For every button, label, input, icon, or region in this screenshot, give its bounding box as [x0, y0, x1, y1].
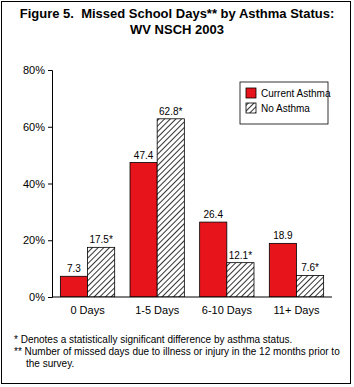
data-label: 7.3: [67, 263, 81, 274]
data-label: 12.1*: [229, 250, 252, 261]
data-label: 47.4: [134, 150, 154, 161]
footnote: * Denotes a statistically significant di…: [14, 334, 344, 346]
bar: [269, 243, 296, 297]
y-tick-label: 20%: [23, 234, 45, 246]
y-tick-mark: [48, 184, 52, 185]
x-axis-line: [52, 297, 332, 298]
legend-swatch: [246, 88, 256, 98]
x-tick-label: 6-10 Days: [202, 304, 253, 316]
legend-swatch: [246, 103, 256, 113]
y-tick: 40%: [23, 178, 52, 190]
y-tick-label: 60%: [23, 121, 45, 133]
y-tick: 60%: [23, 121, 52, 133]
y-tick-mark: [48, 127, 52, 128]
y-axis: 0% 20% 40% 60% 80%: [23, 64, 53, 303]
legend-label: No Asthma: [261, 103, 310, 114]
chart: 7.3 47.4 26.4 18.9 17.5* 62.8* 12.1* 7.6* 0% 20% 4…: [0, 0, 354, 387]
x-tick-label: 1-5 Days: [135, 304, 180, 316]
y-tick-mark: [48, 297, 52, 298]
data-labels: 7.3 47.4 26.4 18.9 17.5* 62.8* 12.1* 7.6*: [67, 106, 319, 274]
x-tick: 1-5 Days: [135, 297, 180, 316]
bar: [296, 275, 323, 297]
y-tick-label: 40%: [23, 178, 45, 190]
data-label: 62.8*: [159, 106, 182, 117]
bar: [60, 276, 87, 297]
bars: [60, 119, 323, 297]
bar: [157, 119, 184, 297]
data-label: 26.4: [204, 209, 224, 220]
y-tick: 80%: [23, 64, 52, 76]
y-tick-mark: [48, 70, 52, 71]
x-tick-label: 0 Days: [70, 304, 105, 316]
data-label: 7.6*: [301, 262, 319, 273]
y-axis-line: [48, 71, 53, 298]
bar: [130, 163, 157, 297]
legend: Current Asthma No Asthma: [240, 82, 331, 124]
bar: [227, 263, 254, 297]
y-tick: 0%: [29, 291, 52, 303]
data-label: 18.9: [273, 230, 293, 241]
x-tick: 6-10 Days: [202, 297, 253, 316]
x-axis: 0 Days 1-5 Days 6-10 Days 11+ Days: [52, 297, 332, 316]
y-tick-label: 80%: [23, 64, 45, 76]
legend-label: Current Asthma: [261, 88, 331, 99]
y-tick: 20%: [23, 234, 52, 246]
x-tick: 0 Days: [70, 297, 105, 316]
y-tick-label: 0%: [29, 291, 45, 303]
x-tick: 11+ Days: [273, 297, 319, 316]
x-tick-label: 11+ Days: [273, 304, 319, 316]
footnote: ** Number of missed days due to illness …: [14, 346, 344, 370]
chart-title: Figure 5. Missed School Days** by Asthma…: [10, 6, 344, 38]
bar: [200, 222, 227, 297]
footnotes: * Denotes a statistically significant di…: [14, 334, 344, 370]
bar: [88, 247, 115, 297]
data-label: 17.5*: [89, 234, 112, 245]
y-tick-mark: [48, 240, 52, 241]
